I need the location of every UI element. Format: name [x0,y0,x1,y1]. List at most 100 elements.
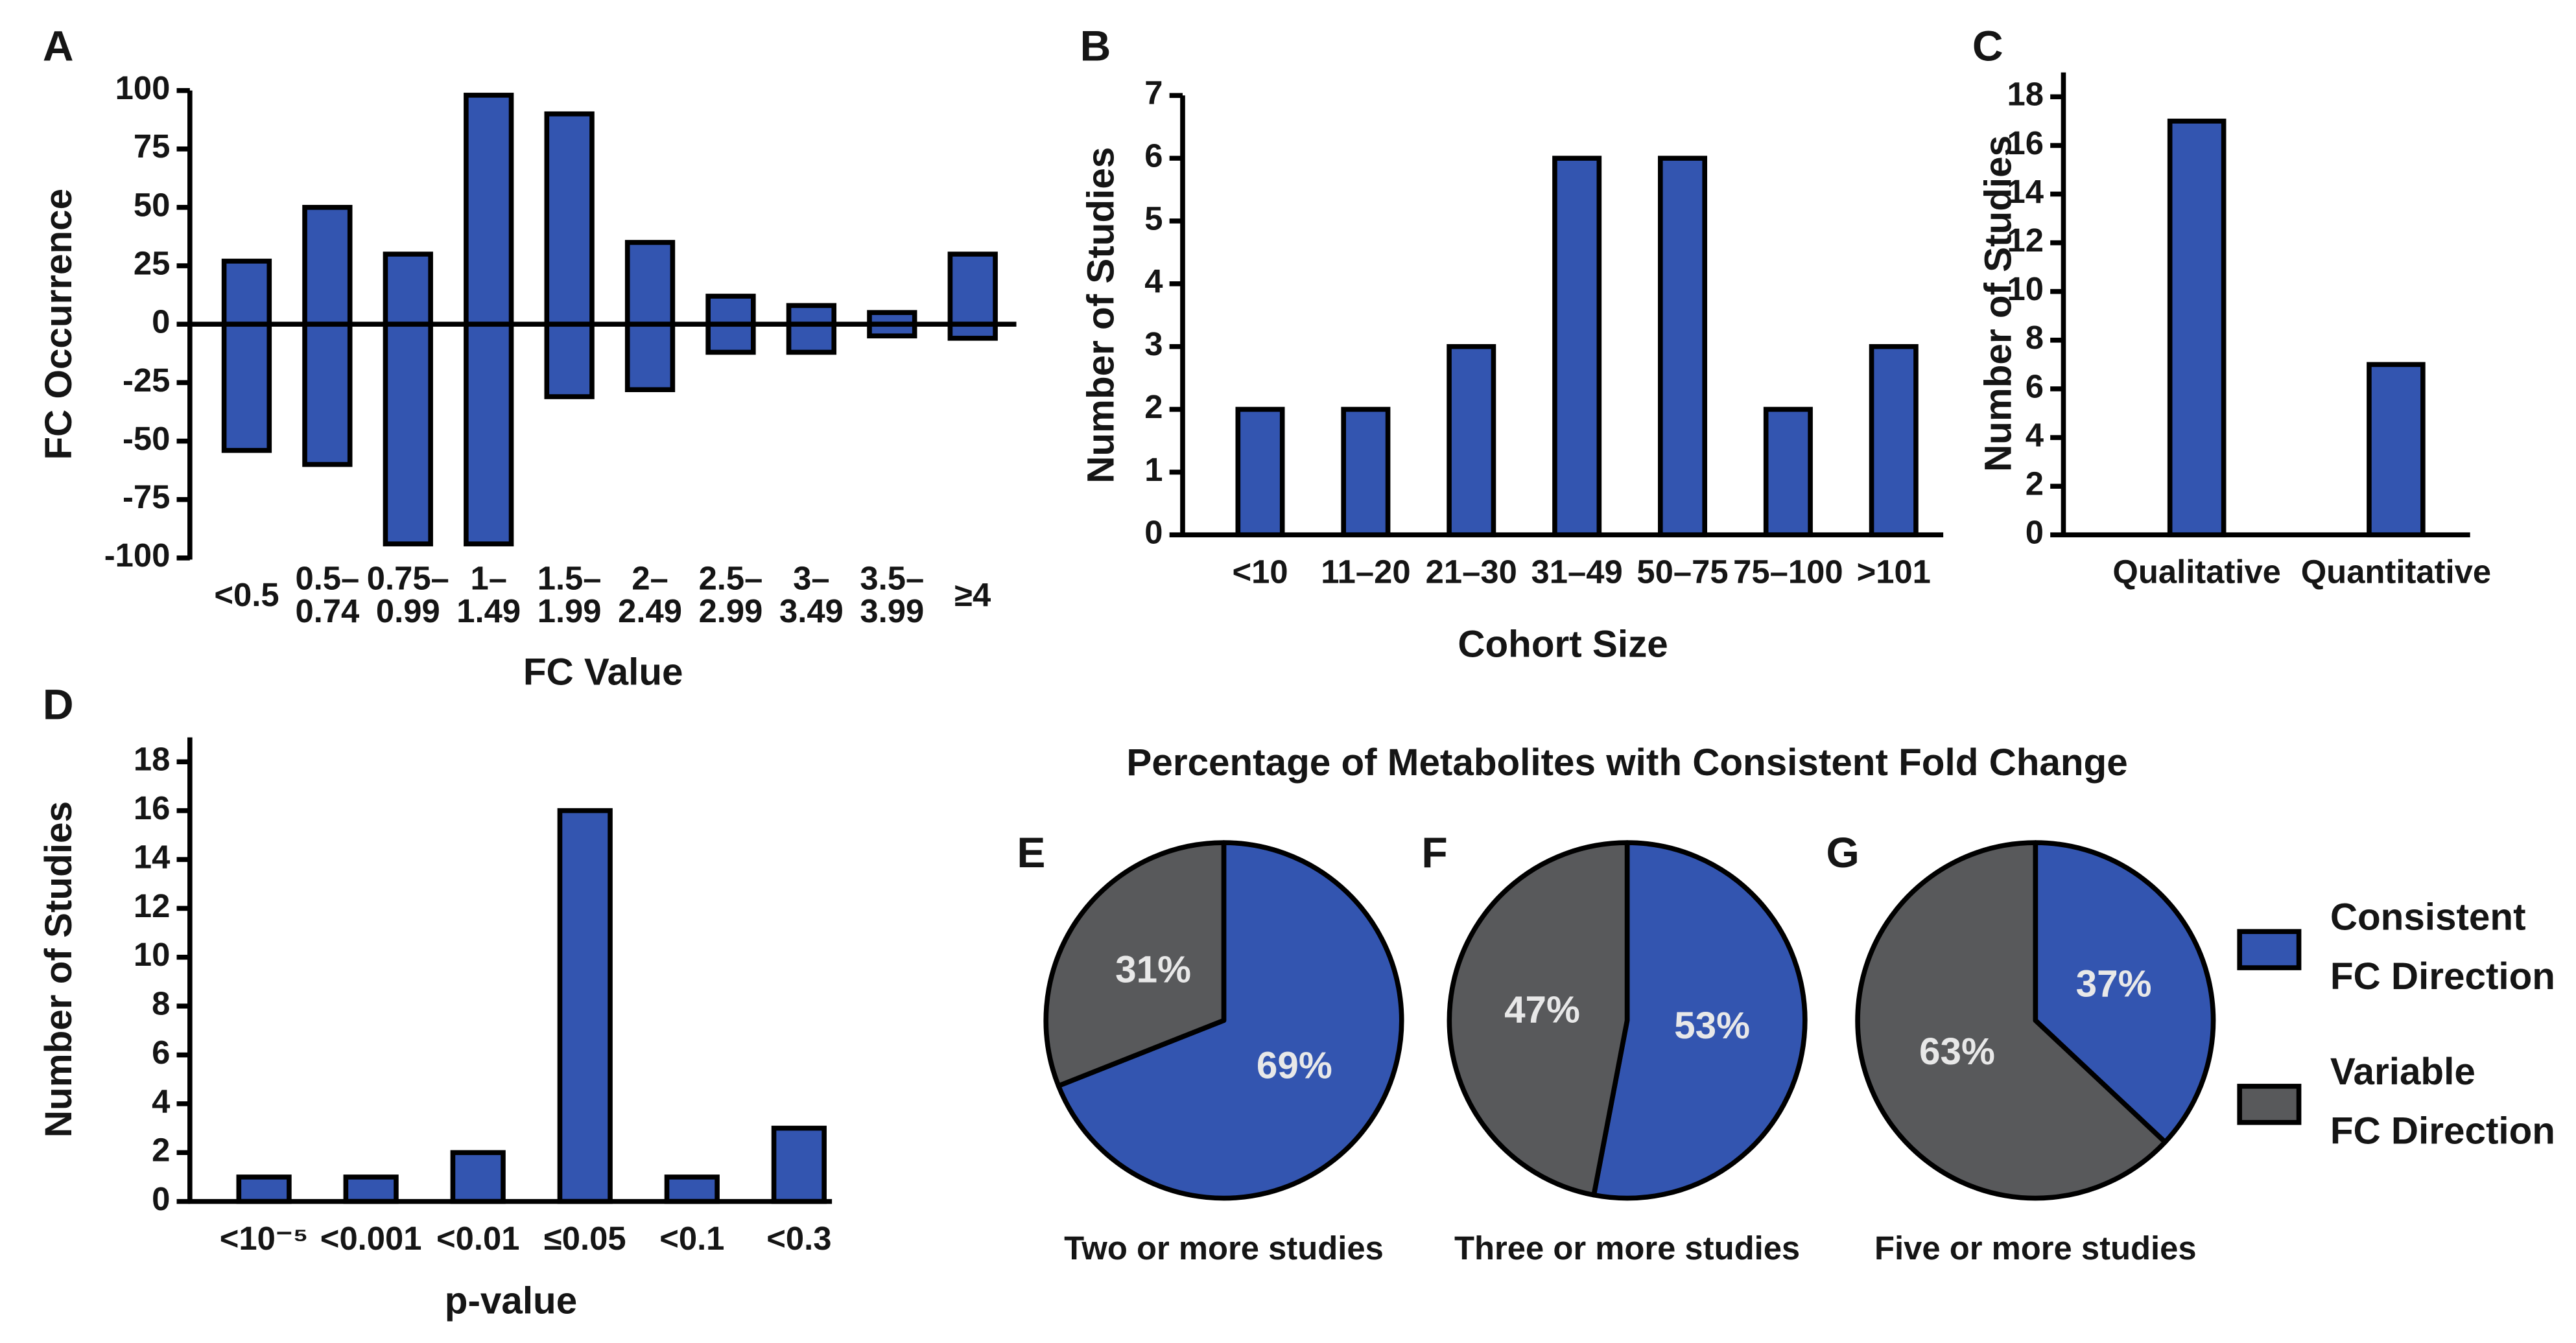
bar [2367,362,2426,538]
y-tick-label: 12 [134,887,170,924]
bar [1657,156,1708,538]
bar [1869,344,1919,538]
bar [302,205,353,327]
panel-label: E [1017,828,1045,876]
y-tick-label: 4 [152,1082,170,1119]
y-tick-label: 2 [152,1132,170,1169]
panel-label: G [1826,828,1860,876]
pie-slice [1056,840,1404,1201]
y-tick-label: 4 [1144,263,1163,299]
x-tick-label: 1– 1.49 [456,560,521,630]
x-tick-label: <0.001 [320,1220,422,1257]
y-tick-label: 7 [1144,75,1163,111]
y-axis-title: FC Occurrence [38,189,80,460]
bar [544,321,595,399]
bar [705,294,756,327]
x-tick-label: <0.5 [214,576,279,613]
pie-value-label: 69% [1257,1045,1332,1087]
legend-swatch [2237,929,2302,970]
y-tick-label: 0 [152,1180,170,1217]
bar [624,321,676,392]
pie-slice [1855,840,2168,1201]
bar [771,1125,827,1204]
bar [450,1150,506,1204]
x-tick-label: Quantitative [2301,554,2491,590]
pie-caption: Two or more studies [1064,1230,1384,1267]
y-tick-label: 10 [134,936,170,973]
bar [947,251,998,327]
y-tick-label: 12 [2007,222,2044,259]
x-tick-label: >101 [1857,554,1931,590]
bar [1447,344,1496,538]
bar [383,251,433,327]
x-tick-label: 11–20 [1321,554,1410,590]
y-tick-label: 2 [2026,465,2044,502]
pie-slice [1043,840,1227,1089]
y-tick-label: 14 [134,838,170,875]
bar [557,808,613,1204]
x-tick-label: ≥4 [954,576,991,613]
x-tick-label: 3.5– 3.99 [860,560,924,630]
pie-slice [2033,840,2216,1145]
y-tick-label: 18 [134,741,170,778]
pie-value-label: 63% [1919,1031,1995,1073]
bar [664,1174,720,1204]
y-tick-label: -75 [123,478,170,515]
x-tick-label: ≤0.05 [544,1220,626,1257]
panel-label: C [1972,22,2003,70]
y-tick-label: 25 [134,244,170,281]
y-tick-label: 14 [2007,173,2044,210]
y-tick-label: 10 [2007,270,2044,307]
y-tick-label: 0 [152,303,170,340]
panel-label: F [1421,828,1447,876]
y-axis-title: Number of Studies [1080,147,1122,484]
y-tick-label: 3 [1144,325,1163,362]
bar [544,111,595,327]
bar [786,321,837,355]
bar [705,321,756,355]
x-tick-label: 31–49 [1531,554,1623,590]
y-tick-label: 6 [152,1034,170,1071]
bar [221,321,272,453]
x-tick-label: <0.3 [766,1220,831,1257]
pie-caption: Five or more studies [1874,1230,2197,1267]
pie-value-label: 53% [1674,1005,1750,1047]
y-tick-label: 18 [2007,76,2044,113]
y-tick-label: 100 [115,69,171,106]
pies-title: Percentage of Metabolites with Consisten… [1126,742,2127,784]
x-tick-label: 21–30 [1426,554,1517,590]
bar [464,321,514,546]
pie-value-label: 37% [2076,963,2152,1005]
pie-value-label: 31% [1115,949,1191,991]
panel-label: B [1080,22,1111,70]
bar [236,1174,292,1204]
y-tick-label: 8 [152,985,170,1022]
y-tick-label: -50 [123,420,170,457]
bar [464,93,514,327]
bar [2167,119,2227,538]
x-tick-label: 3– 3.49 [779,560,844,630]
x-tick-label: <0.1 [659,1220,724,1257]
panel-label: A [43,22,74,70]
bar [1235,406,1285,538]
y-tick-label: 0 [1144,514,1163,551]
y-axis-title: Number of Studies [1977,135,2019,472]
x-tick-label: 2.5– 2.99 [699,560,763,630]
pie-slice [1591,840,1808,1201]
bar [786,303,837,327]
x-tick-label: 0.5– 0.74 [295,560,359,630]
bar [221,259,272,327]
bar [1552,156,1602,538]
x-tick-label: 0.75– 0.99 [367,560,449,630]
y-axis-title: Number of Studies [38,801,80,1138]
y-tick-label: 75 [134,128,170,165]
bar [1341,406,1391,538]
x-axis-title: p-value [445,1279,577,1322]
pie-slice [1447,840,1630,1198]
y-tick-label: 5 [1144,200,1163,237]
x-tick-label: 75–100 [1733,554,1843,590]
y-tick-label: 2 [1144,388,1163,425]
y-tick-label: -25 [123,362,170,399]
x-tick-label: <10⁻⁵ [220,1220,309,1257]
